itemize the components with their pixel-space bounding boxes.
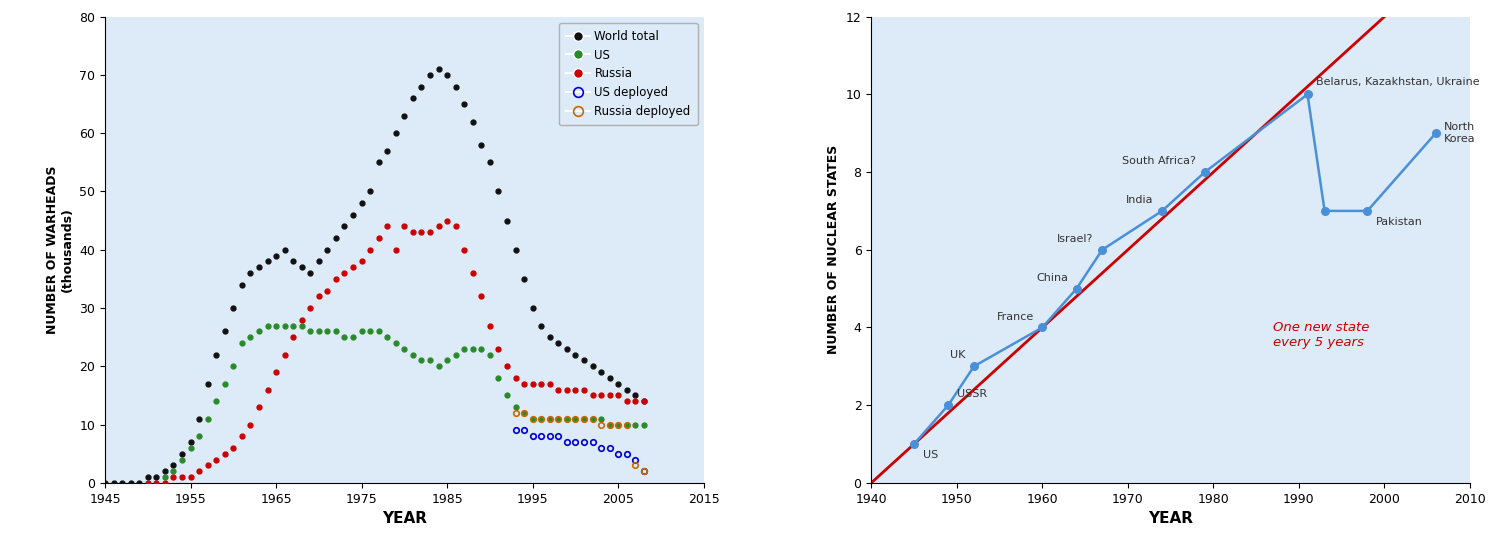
X-axis label: YEAR: YEAR: [1148, 511, 1192, 526]
Y-axis label: NUMBER OF NUCLEAR STATES: NUMBER OF NUCLEAR STATES: [827, 145, 840, 355]
Text: South Africa?: South Africa?: [1122, 156, 1197, 166]
X-axis label: YEAR: YEAR: [382, 511, 427, 526]
Text: Belarus, Kazakhstan, Ukraine: Belarus, Kazakhstan, Ukraine: [1316, 77, 1479, 87]
Text: One new state
every 5 years: One new state every 5 years: [1274, 321, 1370, 349]
Text: India: India: [1126, 195, 1154, 205]
Text: UK: UK: [950, 350, 966, 361]
Text: Pakistan: Pakistan: [1376, 216, 1423, 227]
Text: US: US: [922, 450, 938, 460]
Text: Israel?: Israel?: [1058, 234, 1094, 244]
Text: France: France: [996, 311, 1033, 321]
Legend: World total, US, Russia, US deployed, Russia deployed: World total, US, Russia, US deployed, Ru…: [560, 23, 698, 125]
Text: China: China: [1036, 273, 1068, 282]
Y-axis label: NUMBER OF WARHEADS
(thousands): NUMBER OF WARHEADS (thousands): [45, 165, 74, 334]
Text: North
Korea: North Korea: [1444, 123, 1476, 144]
Text: USSR: USSR: [957, 389, 987, 400]
